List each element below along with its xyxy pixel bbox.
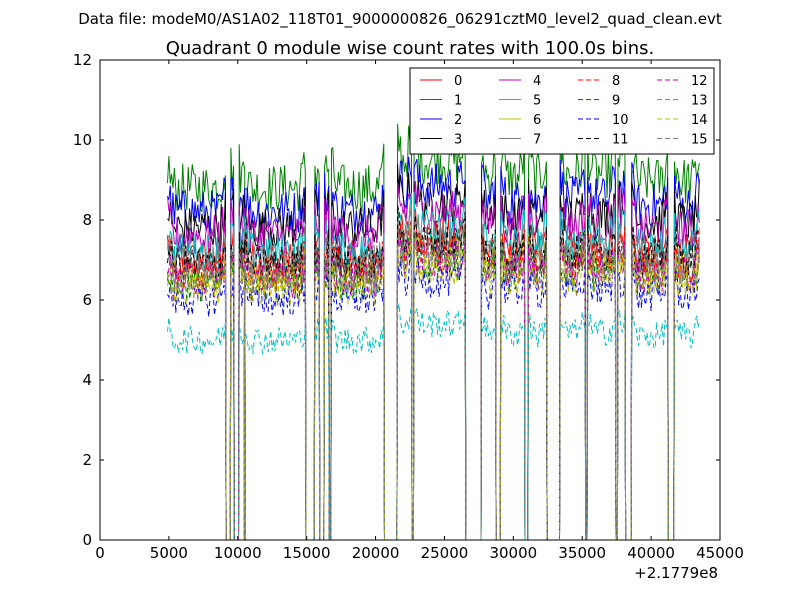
legend-label-9: 9	[612, 94, 620, 109]
legend-label-6: 6	[533, 113, 541, 128]
x-tick-label: 25000	[421, 544, 469, 562]
legend-label-0: 0	[454, 74, 462, 89]
y-tick-label: 2	[82, 451, 92, 469]
chart-suptitle: Data file: modeM0/AS1A02_118T01_90000008…	[78, 10, 722, 29]
series-layer	[167, 116, 700, 540]
y-tick-label: 4	[82, 371, 92, 389]
y-tick-label: 10	[73, 131, 92, 149]
series-line-15	[167, 227, 700, 540]
legend-label-15: 15	[691, 133, 708, 148]
x-tick-label: 35000	[558, 544, 606, 562]
legend-label-14: 14	[691, 113, 708, 128]
x-tick-label: 20000	[352, 544, 400, 562]
chart-title: Quadrant 0 module wise count rates with …	[166, 38, 655, 59]
legend-label-3: 3	[454, 133, 462, 148]
legend-label-1: 1	[454, 94, 462, 109]
x-tick-label: 0	[95, 544, 105, 562]
x-tick-label: 45000	[696, 544, 744, 562]
x-tick-label: 15000	[283, 544, 331, 562]
y-tick-label: 0	[82, 531, 92, 549]
legend-label-10: 10	[612, 113, 629, 128]
series-line-2	[167, 156, 700, 540]
y-tick-label: 8	[82, 211, 92, 229]
legend-label-12: 12	[691, 74, 708, 89]
x-tick-label: 40000	[627, 544, 675, 562]
series-line-11	[167, 205, 700, 540]
x-axis: 0 5000 10000 15000 20000 25000 30000 35000 40000…	[95, 60, 744, 562]
legend-label-4: 4	[533, 74, 541, 89]
legend-label-5: 5	[533, 94, 541, 109]
legend-label-2: 2	[454, 113, 462, 128]
x-tick-label: 30000	[489, 544, 537, 562]
legend-box	[409, 67, 715, 155]
y-tick-label: 6	[82, 291, 92, 309]
x-tick-label: 5000	[150, 544, 188, 562]
y-tick-label: 12	[73, 51, 92, 69]
x-offset-label: +2.1779e8	[634, 564, 718, 582]
legend-label-11: 11	[612, 133, 629, 148]
legend-label-7: 7	[533, 133, 541, 148]
legend-label-13: 13	[691, 94, 708, 109]
x-tick-label: 10000	[214, 544, 262, 562]
legend-label-8: 8	[612, 74, 620, 89]
series-line-10	[167, 248, 700, 540]
